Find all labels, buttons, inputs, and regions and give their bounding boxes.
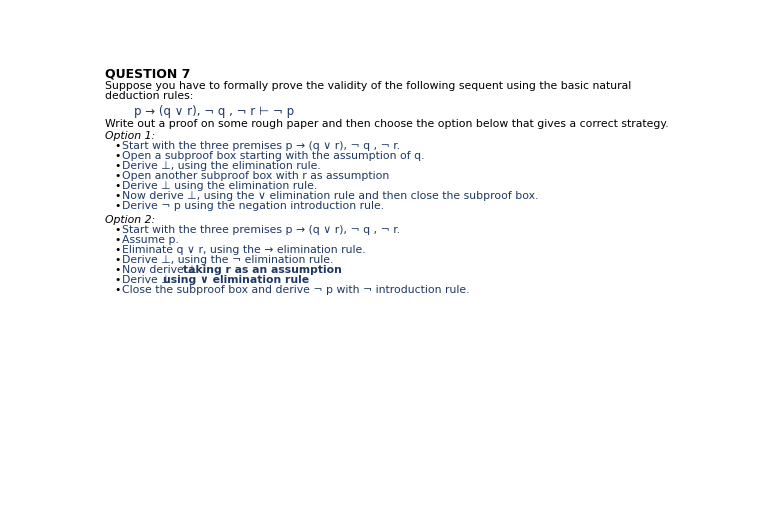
Text: Assume p.: Assume p. [122, 235, 179, 245]
Text: .: . [306, 265, 309, 275]
Text: p → (q ∨ r), ¬ q , ¬ r ⊢ ¬ p: p → (q ∨ r), ¬ q , ¬ r ⊢ ¬ p [134, 105, 294, 118]
Text: Open a subproof box starting with the assumption of q.: Open a subproof box starting with the as… [122, 151, 425, 161]
Text: •: • [114, 275, 120, 285]
Text: deduction rules:: deduction rules: [105, 91, 193, 101]
Text: Derive ⊥: Derive ⊥ [122, 275, 174, 285]
Text: Derive ⊥, using the ¬ elimination rule.: Derive ⊥, using the ¬ elimination rule. [122, 255, 334, 265]
Text: Start with the three premises p → (q ∨ r), ¬ q , ¬ r.: Start with the three premises p → (q ∨ r… [122, 141, 401, 151]
Text: Eliminate q ∨ r, using the → elimination rule.: Eliminate q ∨ r, using the → elimination… [122, 245, 366, 255]
Text: using ∨ elimination rule: using ∨ elimination rule [163, 275, 309, 285]
Text: Option 2:: Option 2: [105, 215, 155, 225]
Text: •: • [114, 265, 120, 275]
Text: Derive ⊥, using the elimination rule.: Derive ⊥, using the elimination rule. [122, 161, 321, 171]
Text: •: • [114, 285, 120, 295]
Text: •: • [114, 161, 120, 171]
Text: Derive ¬ p using the negation introduction rule.: Derive ¬ p using the negation introducti… [122, 201, 384, 211]
Text: Close the subproof box and derive ¬ p with ¬ introduction rule.: Close the subproof box and derive ¬ p wi… [122, 285, 470, 295]
Text: •: • [114, 191, 120, 201]
Text: Derive ⊥ using the elimination rule.: Derive ⊥ using the elimination rule. [122, 181, 318, 191]
Text: •: • [114, 181, 120, 191]
Text: Now derive ⊥, using the ∨ elimination rule and then close the subproof box.: Now derive ⊥, using the ∨ elimination ru… [122, 191, 539, 201]
Text: Now derive ⊥: Now derive ⊥ [122, 265, 201, 275]
Text: •: • [114, 225, 120, 235]
Text: Option 1:: Option 1: [105, 131, 155, 141]
Text: taking r as an assumption: taking r as an assumption [183, 265, 342, 275]
Text: •: • [114, 255, 120, 265]
Text: Write out a proof on some rough paper and then choose the option below that give: Write out a proof on some rough paper an… [105, 119, 668, 129]
Text: •: • [114, 245, 120, 255]
Text: •: • [114, 235, 120, 245]
Text: •: • [114, 151, 120, 161]
Text: Open another subproof box with r as assumption: Open another subproof box with r as assu… [122, 171, 390, 181]
Text: Start with the three premises p → (q ∨ r), ¬ q , ¬ r.: Start with the three premises p → (q ∨ r… [122, 225, 401, 235]
Text: •: • [114, 201, 120, 211]
Text: •: • [114, 171, 120, 181]
Text: QUESTION 7: QUESTION 7 [105, 67, 190, 80]
Text: •: • [114, 141, 120, 151]
Text: Suppose you have to formally prove the validity of the following sequent using t: Suppose you have to formally prove the v… [105, 81, 631, 91]
